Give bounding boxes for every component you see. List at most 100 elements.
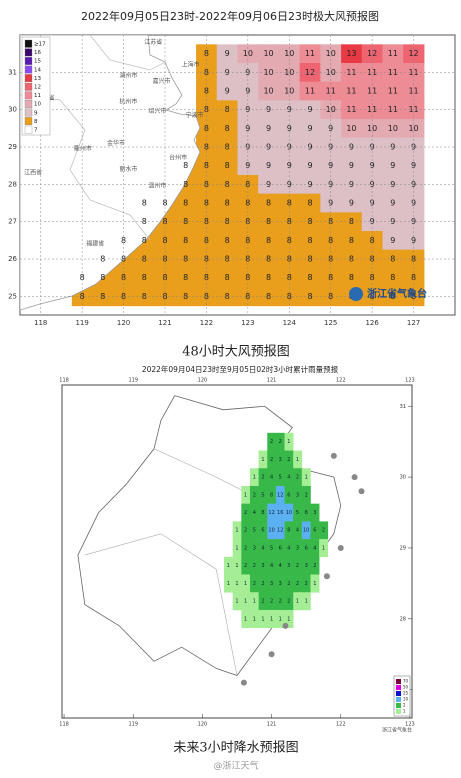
rain-cell [293,468,303,487]
wind-value: 9 [307,161,312,170]
x-tick-label: 120 [198,722,208,728]
legend-label: 7 [34,128,38,134]
wind-value: 8 [121,273,126,282]
rain-cell [249,521,259,540]
y-tick-label: 31 [400,404,406,410]
island [323,573,330,580]
wind-cell [320,44,342,64]
rain-value: 5 [270,545,273,551]
rain-value: 10 [286,510,292,516]
y-tick-label: 29 [8,143,17,151]
rain-value: 4 [296,528,299,534]
rain-value: 2 [296,475,299,481]
rain-value: 2 [244,510,247,516]
rain-value: 1 [227,581,230,587]
wind-value: 9 [349,161,354,170]
x-tick-label: 118 [59,722,69,728]
wind-cell [216,100,238,120]
wind-cell [382,119,404,139]
wind-value: 9 [390,161,395,170]
rain-cell [293,592,303,611]
wind-cell [113,268,135,288]
wind-cell [175,268,197,288]
rain-value: 6 [313,528,316,534]
wind-cell [382,100,404,120]
x-tick-label-top: 119 [128,378,138,384]
wind-cell [299,63,321,83]
wind-value: 12 [408,49,418,58]
province-border [89,35,166,71]
rain-cell [249,468,259,487]
x-tick-label: 123 [241,319,254,327]
wind-cell [278,268,301,288]
rain-cell [310,539,320,558]
wind-value: 8 [183,161,188,170]
wind-value: 9 [225,87,230,96]
wind-cell [341,119,363,139]
rain-value: 3 [279,581,282,587]
wind-value: 8 [245,217,250,226]
rain-value: 2 [279,439,282,445]
rain-cell [301,485,311,504]
rain-value: 2 [287,599,290,605]
wind-value: 9 [225,68,230,77]
rain-cell [310,574,320,593]
rain-value: 2 [261,599,264,605]
rain-cell [258,450,268,469]
place-name: 绍兴市 [148,107,166,115]
wind-cell [299,175,321,195]
rain-value: 8 [305,510,308,516]
rain-cell [267,432,277,451]
wind-value: 8 [328,217,333,226]
legend-label: 11 [34,93,41,99]
rain-cell [267,556,277,575]
legend-label: 10 [403,697,409,702]
x-tick-label-top: 122 [336,378,346,384]
rain-cell [275,539,285,558]
rain-caption: 未来3小时降水预报图 [173,741,298,756]
legend-label: 16 [34,50,41,56]
wind-value: 8 [266,199,271,208]
y-tick-label: 26 [8,255,17,263]
legend-swatch [396,685,401,690]
wind-cell [320,100,342,120]
wind-value: 8 [100,292,105,301]
rain-value: 2 [322,528,325,534]
rain-value: 2 [270,457,273,463]
x-tick-label-top: 123 [405,378,415,384]
wind-value: 8 [100,255,105,264]
rain-cell [284,574,294,593]
wind-cell [196,44,218,64]
wind-cell [299,137,321,157]
wind-value: 8 [142,236,147,245]
rain-value: 2 [244,528,247,534]
rain-cell [293,450,303,469]
rain-value: 5 [296,510,299,516]
rain-value: 2 [244,545,247,551]
rain-value: 12 [277,528,283,534]
rain-cell [293,503,303,522]
wind-cell [320,156,342,176]
rain-cell [275,609,285,628]
rain-cell [310,503,320,522]
wind-cell [341,249,363,269]
rain-map-title: 2022年09月04日23时至9月05日02时3小时累计雨量预报 [142,364,339,374]
wind-cell [258,268,280,288]
wind-value: 8 [245,273,250,282]
legend-swatch [24,39,33,48]
wind-cell [216,175,238,195]
rain-value: 1 [244,599,247,605]
wind-value: 8 [183,236,188,245]
rain-value: 4 [253,510,256,516]
wind-cell [258,193,280,213]
rain-value: 3 [270,581,273,587]
wind-value: 11 [305,87,315,96]
rain-value: 2 [270,439,273,445]
rain-cell [275,556,285,575]
wind-cell [216,193,238,213]
wind-cell [216,44,238,64]
rain-cell [267,521,277,540]
wind-cell [361,156,383,176]
rain-value: 2 [296,563,299,569]
rain-cell [258,556,268,575]
